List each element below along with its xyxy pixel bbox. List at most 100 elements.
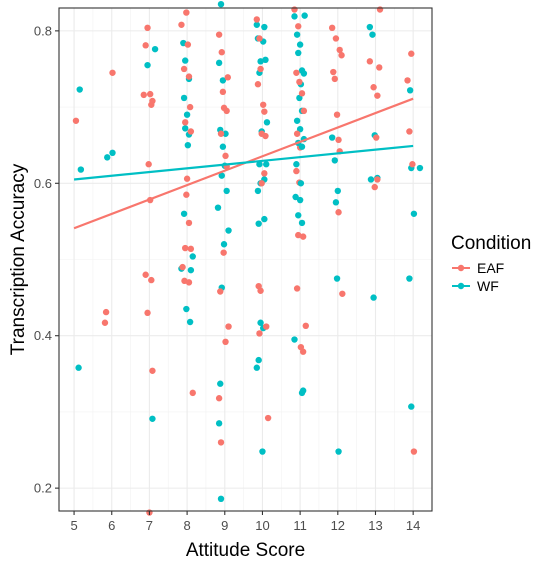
point-wf [218, 172, 225, 179]
point-wf [184, 141, 192, 149]
point-wf [189, 253, 196, 260]
point-wf [219, 143, 227, 150]
y-tick-label: 0.8 [34, 23, 52, 38]
point-wf [183, 305, 190, 313]
point-wf [262, 56, 269, 64]
point-wf [293, 117, 301, 124]
point-wf [406, 87, 414, 94]
point-wf [408, 403, 415, 410]
x-tick-label: 6 [108, 518, 115, 533]
point-wf [263, 119, 271, 126]
point-wf [296, 125, 304, 133]
point-eaf [339, 290, 346, 297]
point-wf [183, 111, 191, 118]
point-eaf [263, 323, 270, 330]
point-wf [217, 380, 224, 387]
point-eaf [376, 6, 384, 13]
point-wf [222, 130, 229, 137]
point-eaf [293, 167, 300, 175]
point-wf [75, 364, 82, 371]
point-wf [300, 70, 308, 77]
point-wf [217, 0, 225, 8]
point-eaf [183, 9, 190, 16]
point-wf [255, 356, 262, 364]
point-eaf [187, 128, 195, 135]
point-eaf [299, 233, 307, 240]
point-wf [416, 164, 424, 172]
point-wf [332, 199, 340, 206]
x-tick-label: 10 [255, 518, 269, 533]
legend-dot-eaf [457, 264, 465, 272]
point-wf [151, 45, 159, 53]
point-eaf [185, 219, 193, 227]
y-tick-label: 0.4 [34, 328, 52, 343]
point-wf [219, 77, 227, 84]
legend-label-wf: WF [477, 278, 499, 294]
point-eaf [72, 117, 80, 124]
point-eaf [222, 338, 229, 346]
data-points [72, 0, 424, 516]
x-tick-label: 14 [406, 518, 420, 533]
point-wf [261, 23, 268, 31]
point-eaf [331, 75, 338, 83]
point-eaf [218, 49, 225, 56]
point-eaf [178, 21, 185, 28]
point-wf [296, 196, 304, 204]
point-wf [331, 157, 338, 164]
y-tick-label: 0.2 [34, 481, 52, 496]
point-eaf [186, 103, 194, 111]
x-tick-label: 9 [221, 518, 228, 533]
point-eaf [185, 279, 193, 286]
point-wf [217, 495, 225, 503]
x-tick-label: 13 [368, 518, 382, 533]
point-eaf [222, 152, 229, 160]
point-wf [256, 161, 263, 168]
point-eaf [189, 389, 196, 397]
point-eaf [338, 52, 345, 59]
point-eaf [298, 90, 306, 97]
x-tick-label: 12 [331, 518, 345, 533]
plot-panel-border [58, 7, 433, 512]
x-tick-label: 11 [293, 518, 307, 533]
point-eaf [219, 88, 227, 96]
point-wf [220, 241, 228, 248]
x-tick-label: 5 [70, 518, 77, 533]
point-eaf [404, 77, 411, 84]
point-eaf [224, 74, 231, 81]
legend-label-eaf: EAF [477, 260, 504, 276]
point-wf [144, 61, 151, 69]
point-eaf [261, 170, 268, 177]
point-wf [335, 448, 342, 455]
point-eaf [374, 92, 381, 99]
point-wf [298, 143, 306, 150]
legend-dot-wf [457, 282, 465, 290]
y-tick-label: 0.6 [34, 176, 52, 191]
point-wf [259, 448, 266, 455]
point-eaf [293, 69, 300, 76]
point-eaf [302, 322, 309, 330]
point-wf [253, 364, 261, 371]
legend: Condition EAF WF [451, 233, 531, 294]
point-eaf [225, 323, 232, 330]
axes: 5 6 7 8 9 10 11 12 13 14 0.2 0.4 0.6 0.8 [34, 23, 420, 533]
point-wf [223, 187, 230, 195]
point-eaf [223, 107, 230, 115]
point-eaf [101, 319, 109, 326]
point-eaf [366, 58, 374, 65]
point-wf [293, 31, 301, 38]
point-eaf [146, 90, 154, 98]
point-wf [257, 319, 264, 326]
trend-lines [73, 97, 414, 230]
point-eaf [371, 183, 378, 191]
point-wf [77, 166, 85, 173]
point-wf [370, 294, 377, 301]
point-eaf [300, 107, 308, 115]
point-eaf [183, 191, 190, 198]
point-eaf [142, 42, 149, 49]
point-wf [301, 12, 308, 19]
point-wf [215, 420, 223, 427]
point-eaf [410, 448, 418, 455]
x-tick-label: 7 [146, 518, 153, 533]
point-eaf [215, 395, 223, 402]
